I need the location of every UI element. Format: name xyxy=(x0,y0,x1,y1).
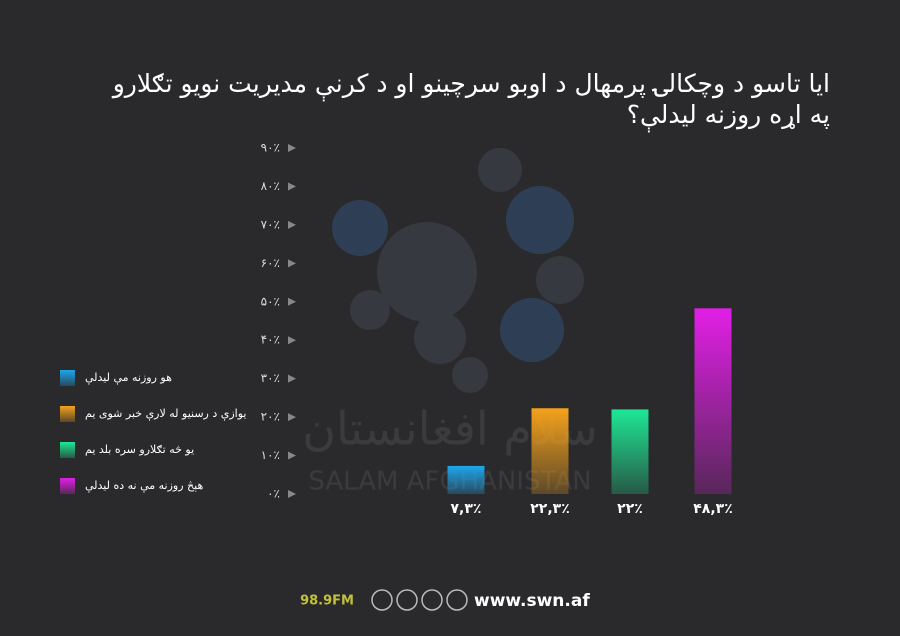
y-tick-label: ۱۰٪ xyxy=(261,448,280,462)
tick-arrow xyxy=(288,413,296,422)
legend-label: یو څه تګلارو سره بلد یم xyxy=(85,443,194,456)
value-label: ۲۲,۳٪ xyxy=(530,501,570,517)
value-label: ۴۸,۳٪ xyxy=(693,501,733,517)
legend-label: هېڅ روزنه مې نه ده لیدلې xyxy=(85,479,203,493)
y-tick-label: ۹۰٪ xyxy=(261,141,280,155)
y-tick-label: ۷۰٪ xyxy=(261,217,280,231)
bar xyxy=(694,308,732,494)
tick-arrow xyxy=(288,374,296,383)
frequency: 98.9FM xyxy=(300,594,354,609)
y-tick-label: ۸۰٪ xyxy=(261,179,280,193)
bar xyxy=(447,465,485,494)
y-tick-label: ۲۰٪ xyxy=(261,410,280,424)
value-label: ۷,۳٪ xyxy=(451,501,482,517)
tick-arrow xyxy=(288,182,296,191)
tick-arrow xyxy=(288,451,296,460)
legend-swatch xyxy=(60,406,75,422)
bar xyxy=(611,409,649,494)
legend-swatch xyxy=(60,478,75,494)
chart-title: ایا تاسو د وچکالۍ پرمهال د اوبو سرچینو ا… xyxy=(112,69,830,129)
website: www.swn.af xyxy=(474,591,590,611)
tick-arrow xyxy=(288,336,296,345)
background-map xyxy=(332,148,584,393)
legend-swatch xyxy=(60,442,75,458)
legend-label: یوازې د رسنیو له لارې خبر شوی یم xyxy=(85,407,246,421)
y-tick-label: ۵۰٪ xyxy=(261,294,280,308)
tick-arrow xyxy=(288,220,296,229)
y-tick-label: ۶۰٪ xyxy=(261,256,280,270)
y-tick-label: ۰٪ xyxy=(267,487,280,501)
y-tick-label: ۳۰٪ xyxy=(261,371,280,385)
legend-label: هو روزنه مې لیدلې xyxy=(85,371,172,385)
tick-arrow xyxy=(288,297,296,306)
tick-arrow xyxy=(288,144,296,152)
value-label: ۲۲٪ xyxy=(617,501,643,517)
y-tick-label: ۴۰٪ xyxy=(261,333,280,347)
tick-arrow xyxy=(288,490,296,498)
social-icons xyxy=(371,589,468,611)
tick-arrow xyxy=(288,259,296,268)
legend-swatch xyxy=(60,370,75,386)
bar xyxy=(531,408,569,494)
